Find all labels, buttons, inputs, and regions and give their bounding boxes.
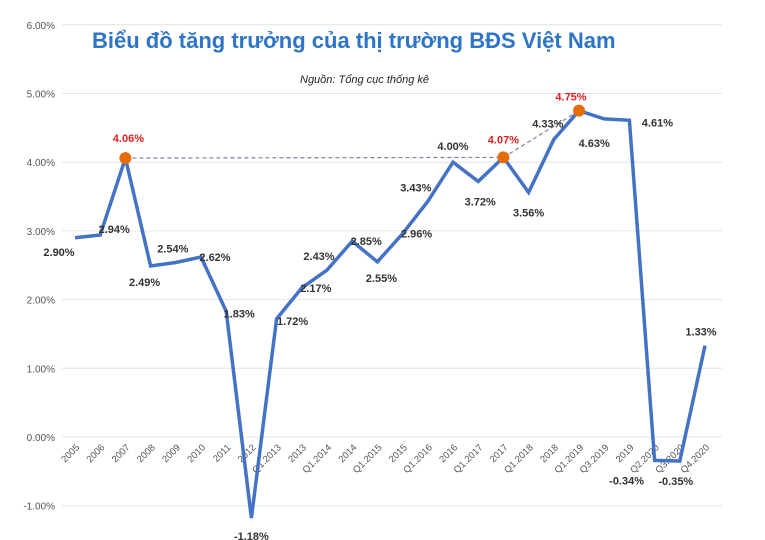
x-tick-label: 2011 xyxy=(211,442,233,464)
data-label: 3.43% xyxy=(400,182,431,194)
data-label: -0.35% xyxy=(658,476,693,488)
data-label: 4.33% xyxy=(532,119,563,131)
y-tick-label: 1.00% xyxy=(27,364,55,375)
highlight-data-label: 4.06% xyxy=(113,133,144,145)
data-label: 2.62% xyxy=(199,252,230,264)
highlight-marker xyxy=(497,151,510,164)
x-tick-label: 2019 xyxy=(614,442,637,465)
x-tick-label: 2009 xyxy=(160,442,183,465)
chart-source: Nguồn: Tổng cục thống kê xyxy=(300,74,430,86)
data-label: 2.55% xyxy=(366,273,397,285)
data-label: 1.83% xyxy=(224,308,255,320)
trend-dashed-line xyxy=(503,110,580,158)
data-label: 2.54% xyxy=(157,244,188,256)
x-tick-label: 2015 xyxy=(387,442,410,465)
data-label: 4.63% xyxy=(579,138,610,150)
data-label: 2.96% xyxy=(401,229,432,241)
y-tick-label: 3.00% xyxy=(27,227,55,238)
x-tick-label: 2008 xyxy=(135,442,158,465)
x-tick-label: 2017 xyxy=(488,442,511,465)
y-tick-label: 5.00% xyxy=(27,90,55,101)
trend-dashed-line xyxy=(125,156,504,159)
data-label: 1.33% xyxy=(685,327,716,339)
y-tick-label: -1.00% xyxy=(23,502,55,513)
highlight-marker xyxy=(573,104,585,117)
x-tick-label: 2005 xyxy=(59,442,82,465)
x-tick-label: 2014 xyxy=(337,442,360,465)
x-tick-label: 2012 xyxy=(236,442,259,465)
highlight-data-label: 4.07% xyxy=(488,134,519,146)
chart-title: Biểu đồ tăng trưởng của thị trường BĐS V… xyxy=(92,28,616,53)
y-tick-label: 4.00% xyxy=(27,158,55,169)
data-label: 2.17% xyxy=(300,283,331,295)
x-tick-label: 2010 xyxy=(185,442,208,465)
data-label: 4.00% xyxy=(437,141,468,153)
data-label: 2.49% xyxy=(129,277,160,289)
x-tick-label: 2018 xyxy=(538,442,561,465)
y-tick-label: 0.00% xyxy=(27,433,55,444)
x-tick-label: 2016 xyxy=(437,442,460,465)
highlight-marker xyxy=(119,152,132,165)
y-tick-label: 2.00% xyxy=(27,296,55,307)
x-tick-label: 2007 xyxy=(110,442,133,465)
y-tick-label: 6.00% xyxy=(27,21,55,32)
data-label: 1.72% xyxy=(277,316,308,328)
x-tick-label: 2013 xyxy=(286,442,309,465)
data-label: -1.18% xyxy=(234,531,269,540)
data-label: 3.72% xyxy=(465,196,496,208)
data-label: 2.94% xyxy=(99,224,130,236)
data-label: 4.61% xyxy=(642,117,673,129)
data-label: 2.90% xyxy=(43,247,74,259)
series-line xyxy=(74,108,707,519)
data-label: 2.85% xyxy=(351,236,382,248)
data-label: 2.43% xyxy=(303,251,334,263)
data-label: -0.34% xyxy=(609,475,644,487)
highlight-data-label: 4.75% xyxy=(555,92,586,104)
x-tick-label: 2006 xyxy=(85,442,108,465)
data-label: 3.56% xyxy=(513,207,544,219)
